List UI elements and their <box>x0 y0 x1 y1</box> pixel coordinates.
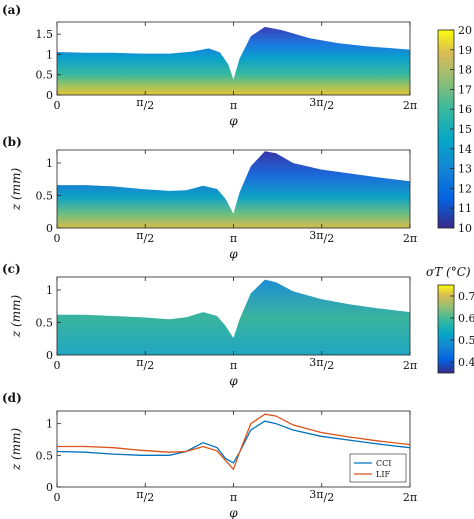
colorbar-tick-label: 0.7 <box>458 290 474 303</box>
x-tick-label: π/2 <box>136 96 154 112</box>
panel-label: (a) <box>2 3 21 17</box>
x-tick-label: π <box>230 359 237 372</box>
colorbar-gradient <box>437 284 455 374</box>
colorbar-tick-label: 0.4 <box>458 356 474 369</box>
colorbar-label: σT (°C) <box>426 265 471 279</box>
colorbar-tick-label: 19 <box>458 44 472 57</box>
y-tick-label: 0 <box>46 349 53 362</box>
panel-b: (b) 0 π/2 π 3π/2 2π 0 0.5 1 φ z (mm) <box>2 135 417 261</box>
x-tick-label: 2π <box>403 491 417 504</box>
series-line-cci <box>56 420 410 464</box>
colorbar-temperature: 10 11 12 13 14 15 16 17 18 19 20 <box>437 24 472 235</box>
y-tick-label: 0.5 <box>36 190 54 203</box>
y-tick-label: 0.5 <box>36 449 54 462</box>
colorbar-tick-label: 11 <box>458 202 472 215</box>
x-tick-label: 2π <box>403 359 417 372</box>
y-tick-label: 1.5 <box>36 28 54 41</box>
colorbar-tick-label: 14 <box>458 143 472 156</box>
x-axis-label: φ <box>229 506 238 519</box>
y-axis-label: z (mm) <box>9 428 23 472</box>
colorbar-tick-label: 0.5 <box>458 334 474 347</box>
legend-entry: CCI <box>376 459 391 468</box>
x-tick-label: 0 <box>54 359 61 372</box>
x-tick-label: π <box>230 491 237 504</box>
x-tick-label: 3π/2 <box>309 356 334 372</box>
x-tick-label: π <box>230 232 237 245</box>
colorbar-sigma: 0.4 0.5 0.6 0.7 σT (°C) <box>426 265 474 374</box>
x-axis-label: φ <box>229 247 238 261</box>
colorbar-tick-label: 10 <box>458 222 472 235</box>
colorbar-tick-label: 18 <box>458 64 472 77</box>
colorbar-tick-label: 0.6 <box>458 312 474 325</box>
panel-label: (b) <box>2 135 22 149</box>
colorbar-tick-label: 13 <box>458 163 472 176</box>
colorbar-tick-label: 17 <box>458 83 472 96</box>
y-tick-label: 1 <box>46 418 53 431</box>
x-tick-label: 2π <box>403 232 417 245</box>
y-tick-label: 0.5 <box>36 317 54 330</box>
colorbar-tick-label: 20 <box>458 24 472 37</box>
series-line-lif <box>57 413 410 471</box>
y-tick-label: 0.5 <box>36 69 54 82</box>
x-tick-label: 2π <box>403 99 417 112</box>
y-tick-label: 0 <box>46 222 53 235</box>
panel-c: (c) 0 π/2 π 3π/2 2π 0 0.5 1 φ z (mm) <box>2 262 417 388</box>
x-tick-label: 0 <box>54 491 61 504</box>
y-tick-label: 0 <box>46 481 53 494</box>
colorbar-tick-label: 16 <box>458 103 472 116</box>
colorbar-tick-label: 15 <box>458 123 472 136</box>
legend-box <box>349 453 407 483</box>
x-tick-label: 3π/2 <box>309 96 334 112</box>
x-tick-label: 3π/2 <box>309 488 334 504</box>
heatmap-surface <box>57 26 410 95</box>
colorbar-tick-label: 12 <box>458 182 472 195</box>
x-axis-label: φ <box>229 374 238 388</box>
x-tick-label: π/2 <box>136 229 154 245</box>
panel-label: (c) <box>2 262 21 276</box>
y-tick-label: 1 <box>46 48 53 61</box>
y-axis-label: z (mm) <box>9 295 23 339</box>
panel-d: (d) CCI LIF 0 π/2 π 3π/2 2π 0 0.5 1 φ z (mm) <box>2 391 417 519</box>
y-axis-label: z (mm) <box>9 168 23 212</box>
x-tick-label: π/2 <box>136 356 154 372</box>
x-tick-label: 3π/2 <box>309 229 334 245</box>
heatmap-surface <box>57 279 410 355</box>
x-tick-label: π/2 <box>136 488 154 504</box>
panel-a: (a) 0 π/2 π 3π/2 2π 0 0.5 1 1.5 φ <box>2 3 417 128</box>
x-tick-label: 0 <box>54 99 61 112</box>
y-tick-label: 1 <box>46 284 53 297</box>
heatmap-surface <box>57 151 410 228</box>
x-axis-label: φ <box>229 114 238 128</box>
x-tick-label: 0 <box>54 232 61 245</box>
y-tick-label: 0 <box>46 89 53 102</box>
y-tick-label: 1 <box>46 157 53 170</box>
legend-entry: LIF <box>376 470 390 479</box>
panel-label: (d) <box>2 391 22 405</box>
x-tick-label: π <box>230 99 237 112</box>
